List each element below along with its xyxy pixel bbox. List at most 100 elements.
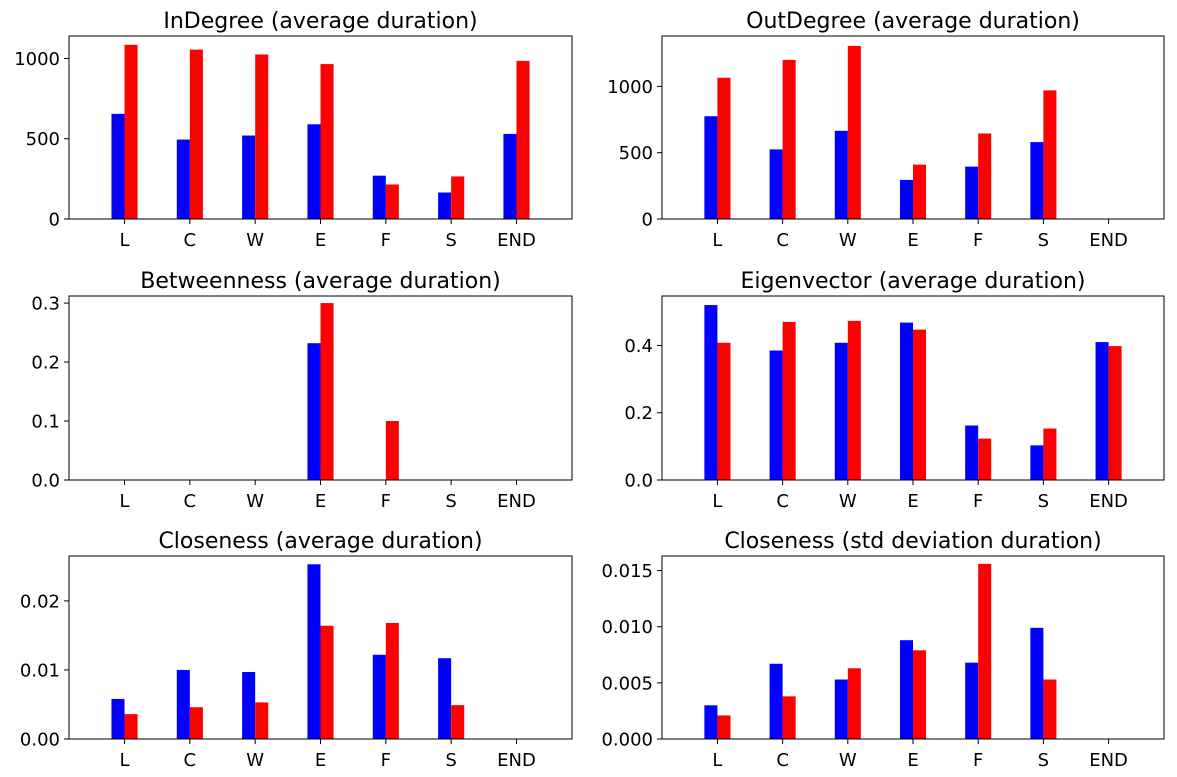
x-tick-label: END (497, 750, 536, 771)
bar-e-series-2 (320, 64, 334, 219)
bar-s-series-2 (1043, 428, 1057, 480)
chart-panel-5: L C W E F S END 0.00 0.01 0.02 Closeness (average … (20, 529, 573, 771)
bar-end-series-2 (516, 60, 530, 219)
y-tick-label: 0.000 (601, 730, 653, 751)
chart-panel-2: L C W E F S END 0 500 1000 OutDegree (average dura… (607, 9, 1165, 251)
bar-f-series-1 (372, 175, 386, 219)
bar-f-series-1 (965, 662, 979, 739)
bar-c-series-1 (769, 663, 783, 739)
bar-e-series-2 (913, 164, 927, 219)
bar-e-series-1 (899, 179, 913, 219)
bar-w-series-2 (255, 54, 269, 220)
bar-f-series-2 (385, 421, 399, 480)
x-tick-label: S (445, 491, 456, 512)
x-tick-label: E (315, 750, 326, 771)
x-tick-label: S (445, 230, 456, 251)
bar-s-series-2 (1043, 90, 1057, 220)
bar-c-series-2 (782, 321, 796, 480)
bar-w-series-2 (847, 320, 861, 480)
x-tick-label: W (246, 750, 264, 771)
x-tick-label: S (445, 750, 456, 771)
bar-s-series-1 (1030, 445, 1044, 480)
x-tick-label: W (839, 230, 857, 251)
chart-title: Betweenness (average duration) (140, 269, 500, 294)
y-tick-label: 0.0 (624, 471, 653, 492)
x-tick-label: END (1089, 230, 1128, 251)
x-tick-label: S (1038, 750, 1049, 771)
x-tick-label: END (1089, 750, 1128, 771)
x-tick-label: F (381, 230, 391, 251)
x-tick-label: F (973, 491, 983, 512)
bar-w-series-1 (834, 342, 848, 480)
bar-e-series-1 (307, 564, 321, 739)
y-tick-label: 0.02 (20, 591, 60, 612)
bar-l-series-2 (717, 342, 731, 480)
bar-s-series-1 (438, 658, 452, 739)
bar-s-series-1 (1030, 627, 1044, 739)
bar-f-series-2 (978, 133, 992, 219)
x-tick-label: C (776, 491, 789, 512)
bar-l-series-2 (717, 715, 731, 739)
chart-panel-1: L C W E F S END 0 500 1000 InDegree (average durat… (14, 9, 573, 251)
bar-c-series-2 (189, 707, 203, 739)
bar-c-series-1 (176, 669, 190, 739)
x-tick-label: END (497, 491, 536, 512)
bar-c-series-2 (782, 59, 796, 220)
bar-s-series-1 (438, 192, 452, 219)
bar-c-series-2 (782, 696, 796, 739)
x-tick-label: C (184, 491, 197, 512)
y-tick-label: 500 (26, 129, 60, 150)
x-tick-label: S (1038, 230, 1049, 251)
x-tick-label: L (712, 750, 722, 771)
bar-f-series-2 (385, 184, 399, 219)
chart-panel-6: L C W E F S END 0.000 0.005 0.010 0.015 Closeness (… (601, 529, 1165, 771)
chart-title: Eigenvector (average duration) (740, 269, 1085, 294)
bar-e-series-1 (307, 343, 321, 480)
bar-f-series-1 (965, 166, 979, 219)
y-tick-label: 0.005 (601, 673, 653, 694)
bar-s-series-1 (1030, 142, 1044, 219)
x-tick-label: W (246, 230, 264, 251)
bar-s-series-2 (451, 705, 465, 739)
chart-title: Closeness (std deviation duration) (724, 529, 1101, 554)
x-tick-label: W (246, 491, 264, 512)
x-tick-label: E (315, 230, 326, 251)
bar-end-series-1 (1095, 342, 1109, 480)
x-tick-label: L (712, 230, 722, 251)
y-tick-label: 0.015 (601, 561, 653, 582)
x-tick-label: W (839, 491, 857, 512)
y-tick-label: 0.2 (31, 353, 60, 374)
y-tick-label: 0 (49, 210, 60, 231)
bar-l-series-1 (704, 116, 718, 219)
x-tick-label: W (839, 750, 857, 771)
chart-title: InDegree (average duration) (163, 9, 477, 34)
bar-e-series-2 (320, 303, 334, 480)
x-tick-label: C (776, 750, 789, 771)
bar-c-series-1 (176, 139, 190, 219)
x-tick-label: END (497, 230, 536, 251)
bar-w-series-2 (255, 702, 269, 739)
x-tick-label: F (381, 750, 391, 771)
bar-f-series-1 (965, 425, 979, 480)
chart-panel-3: L C W E F S END 0.0 0.1 0.2 0.3 Betweenness (averag… (31, 269, 573, 512)
bar-s-series-2 (1043, 679, 1057, 739)
y-tick-label: 0.010 (601, 617, 653, 638)
y-tick-label: 1000 (14, 49, 60, 70)
y-tick-label: 1000 (607, 77, 653, 98)
chart-title: OutDegree (average duration) (746, 9, 1080, 34)
bar-end-series-1 (503, 133, 517, 219)
x-tick-label: L (120, 750, 130, 771)
x-tick-label: E (315, 491, 326, 512)
chart-title: Closeness (average duration) (158, 529, 482, 554)
bar-s-series-2 (451, 176, 465, 219)
x-tick-label: L (120, 491, 130, 512)
bar-f-series-2 (385, 622, 399, 739)
y-tick-label: 0 (642, 210, 653, 231)
y-tick-label: 0.2 (624, 403, 653, 424)
bar-w-series-2 (847, 668, 861, 739)
x-tick-label: C (184, 230, 197, 251)
y-tick-label: 0.00 (20, 730, 60, 751)
bar-l-series-1 (111, 113, 125, 219)
x-tick-label: L (712, 491, 722, 512)
